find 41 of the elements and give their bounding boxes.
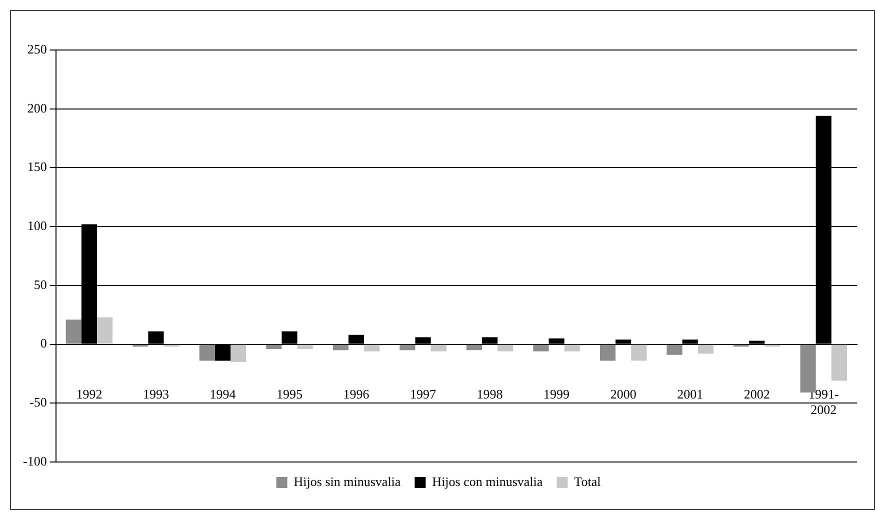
x-tick-label: 1997 [410, 386, 437, 402]
x-tick-label: 2002 [744, 386, 770, 402]
bar [498, 344, 514, 352]
y-tick-label: 150 [27, 159, 47, 174]
bar [564, 344, 580, 352]
x-tick-label: 2001 [677, 386, 704, 402]
x-tick-label: 1995 [276, 386, 303, 402]
x-tick-label: 1996 [343, 386, 370, 402]
x-tick-label: 1992 [76, 386, 102, 402]
legend-label: Hijos sin minusvalia [294, 474, 401, 489]
bar [698, 344, 714, 354]
legend-label: Total [574, 474, 602, 489]
bar [466, 344, 482, 350]
bar [332, 344, 348, 350]
y-tick-label: 0 [40, 336, 47, 351]
y-tick-label: 100 [27, 218, 47, 233]
bar [364, 344, 380, 352]
bar [600, 344, 616, 361]
legend-label: Hijos con minusvalia [432, 474, 543, 489]
x-tick-label: 1993 [142, 386, 169, 402]
bar [297, 344, 313, 349]
bar [266, 344, 282, 349]
bar [666, 344, 682, 355]
y-tick-label: -100 [22, 453, 47, 468]
x-tick-label: 1998 [476, 386, 503, 402]
bar [66, 320, 82, 344]
bar [230, 344, 246, 362]
bar [631, 344, 647, 361]
x-tick-label: 2000 [610, 386, 636, 402]
bar [400, 344, 416, 350]
bar [97, 317, 113, 344]
bar [831, 344, 847, 381]
y-tick-label: 250 [27, 41, 47, 56]
bar [199, 344, 215, 361]
bar [430, 344, 446, 352]
y-tick-label: 200 [27, 100, 47, 116]
bar [533, 344, 549, 352]
y-tick-label: 50 [34, 276, 47, 292]
y-tick-label: -50 [29, 394, 47, 410]
x-tick-label: 1994 [210, 386, 236, 402]
x-tick-label: 1999 [544, 386, 570, 402]
